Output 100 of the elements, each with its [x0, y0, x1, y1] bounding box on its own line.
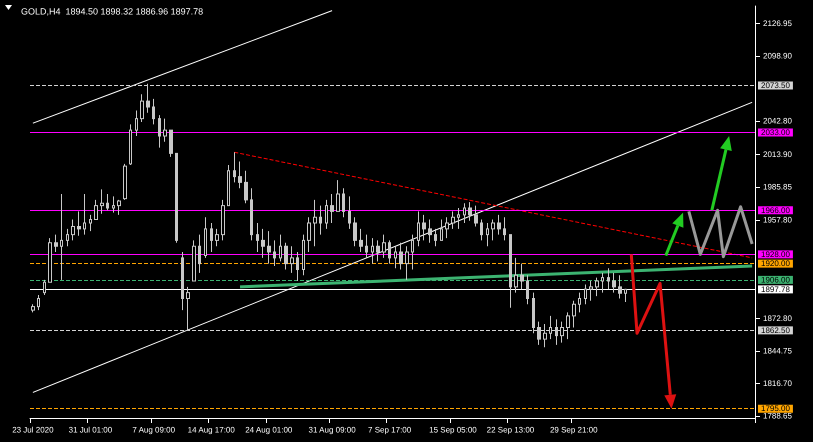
candlestick: [152, 98, 155, 125]
candlestick: [83, 194, 86, 236]
candlestick: [129, 124, 132, 166]
candlestick: [394, 246, 397, 269]
candlestick: [417, 210, 420, 247]
candlestick: [474, 205, 478, 228]
y-tick-label: 1957.80: [763, 215, 792, 224]
candlestick: [497, 214, 501, 236]
ref-line-label: 1862.50: [761, 326, 790, 335]
x-tick-label: 14 Aug 17:00: [188, 426, 236, 434]
candlestick: [140, 94, 144, 123]
candlestick: [279, 234, 282, 262]
candlestick: [60, 194, 63, 280]
candlestick: [514, 257, 518, 294]
candlestick: [451, 210, 455, 230]
candlestick: [227, 164, 230, 206]
y-tick-label: 2042.80: [763, 116, 792, 126]
ref-line-label: 2073.50: [761, 81, 790, 90]
candlestick: [330, 194, 334, 224]
candlestick: [100, 188, 104, 214]
candlestick: [256, 222, 259, 253]
candlestick: [371, 238, 374, 264]
y-tick-label: 1985.85: [763, 182, 792, 192]
candlestick: [158, 114, 161, 148]
y-tick-label: 2098.90: [763, 52, 792, 61]
candlestick: [509, 234, 512, 308]
x-tick-label: 23 Jul 2020: [12, 426, 54, 434]
candlestick: [480, 219, 483, 241]
candlestick: [210, 222, 213, 253]
candlestick: [94, 199, 98, 220]
y-tick-label: 1844.75: [763, 346, 792, 356]
candlestick: [486, 222, 489, 247]
candlestick: [66, 228, 69, 247]
candlestick: [123, 163, 127, 200]
candlestick: [273, 240, 276, 266]
candlestick: [399, 242, 403, 270]
candlestick: [192, 240, 196, 282]
candlestick: [250, 188, 253, 241]
ref-line-label: 1920.00: [761, 259, 790, 268]
candlestick: [54, 234, 58, 253]
x-tick-label: 29 Sep 21:00: [550, 426, 598, 434]
candlestick: [204, 216, 207, 258]
candlestick: [175, 152, 178, 244]
candlestick: [422, 214, 426, 241]
candlestick: [31, 304, 35, 313]
x-tick-label: 24 Aug 01:00: [245, 426, 293, 434]
x-tick-label: 22 Sep 13:00: [486, 426, 535, 434]
candlestick: [457, 207, 460, 230]
candlestick: [624, 288, 627, 302]
candlestick: [612, 272, 616, 294]
candlestick: [336, 180, 340, 212]
candlestick: [411, 234, 414, 270]
candlestick: [43, 279, 46, 296]
candlestick: [572, 300, 576, 328]
x-tick-label: 7 Aug 09:00: [132, 426, 176, 434]
ref-line-label: 1897.78: [761, 284, 790, 294]
candlestick: [578, 292, 581, 313]
candlestick: [296, 252, 299, 282]
candlestick: [238, 161, 242, 189]
y-tick-label: 1788.65: [763, 412, 792, 421]
candlestick: [365, 234, 368, 258]
chart-title: GOLD,H4 1894.50 1898.32 1886.96 1897.78: [21, 6, 204, 16]
candlestick: [221, 199, 225, 241]
candlestick: [261, 228, 265, 258]
candlestick: [428, 219, 432, 244]
candlestick: [353, 216, 357, 247]
x-tick-label: 15 Sep 05:00: [429, 426, 478, 434]
candlestick: [112, 196, 115, 214]
candlestick: [117, 199, 121, 216]
x-tick-label: 31 Jul 01:00: [68, 426, 113, 434]
ref-line-label: 1795.00: [761, 404, 790, 414]
candlestick: [302, 234, 305, 276]
candlestick: [198, 234, 201, 274]
candlestick: [284, 242, 288, 270]
candlestick: [89, 214, 92, 232]
candlestick: [359, 228, 363, 253]
y-tick-label: 2126.95: [763, 18, 792, 28]
candlestick: [37, 294, 40, 311]
candlestick: [313, 199, 317, 247]
candlestick: [348, 196, 351, 230]
candlestick: [244, 170, 248, 204]
candlestick: [135, 110, 138, 136]
candlestick: [445, 216, 449, 239]
y-tick-label: 1872.80: [763, 314, 792, 323]
candlestick: [169, 130, 173, 158]
ref-line-label: 2033.00: [761, 128, 790, 137]
candlestick: [607, 268, 610, 290]
candlestick: [491, 219, 495, 241]
candlestick: [307, 216, 311, 253]
candlestick: [468, 202, 472, 222]
candlestick: [342, 188, 345, 218]
candlestick: [106, 194, 109, 211]
candlestick: [520, 263, 524, 290]
candlestick: [388, 240, 391, 264]
candlestick: [71, 219, 75, 241]
candlestick: [526, 274, 529, 305]
candlestick: [405, 246, 409, 280]
candlestick: [233, 152, 236, 183]
candlestick: [440, 219, 443, 241]
candlestick: [601, 272, 604, 294]
